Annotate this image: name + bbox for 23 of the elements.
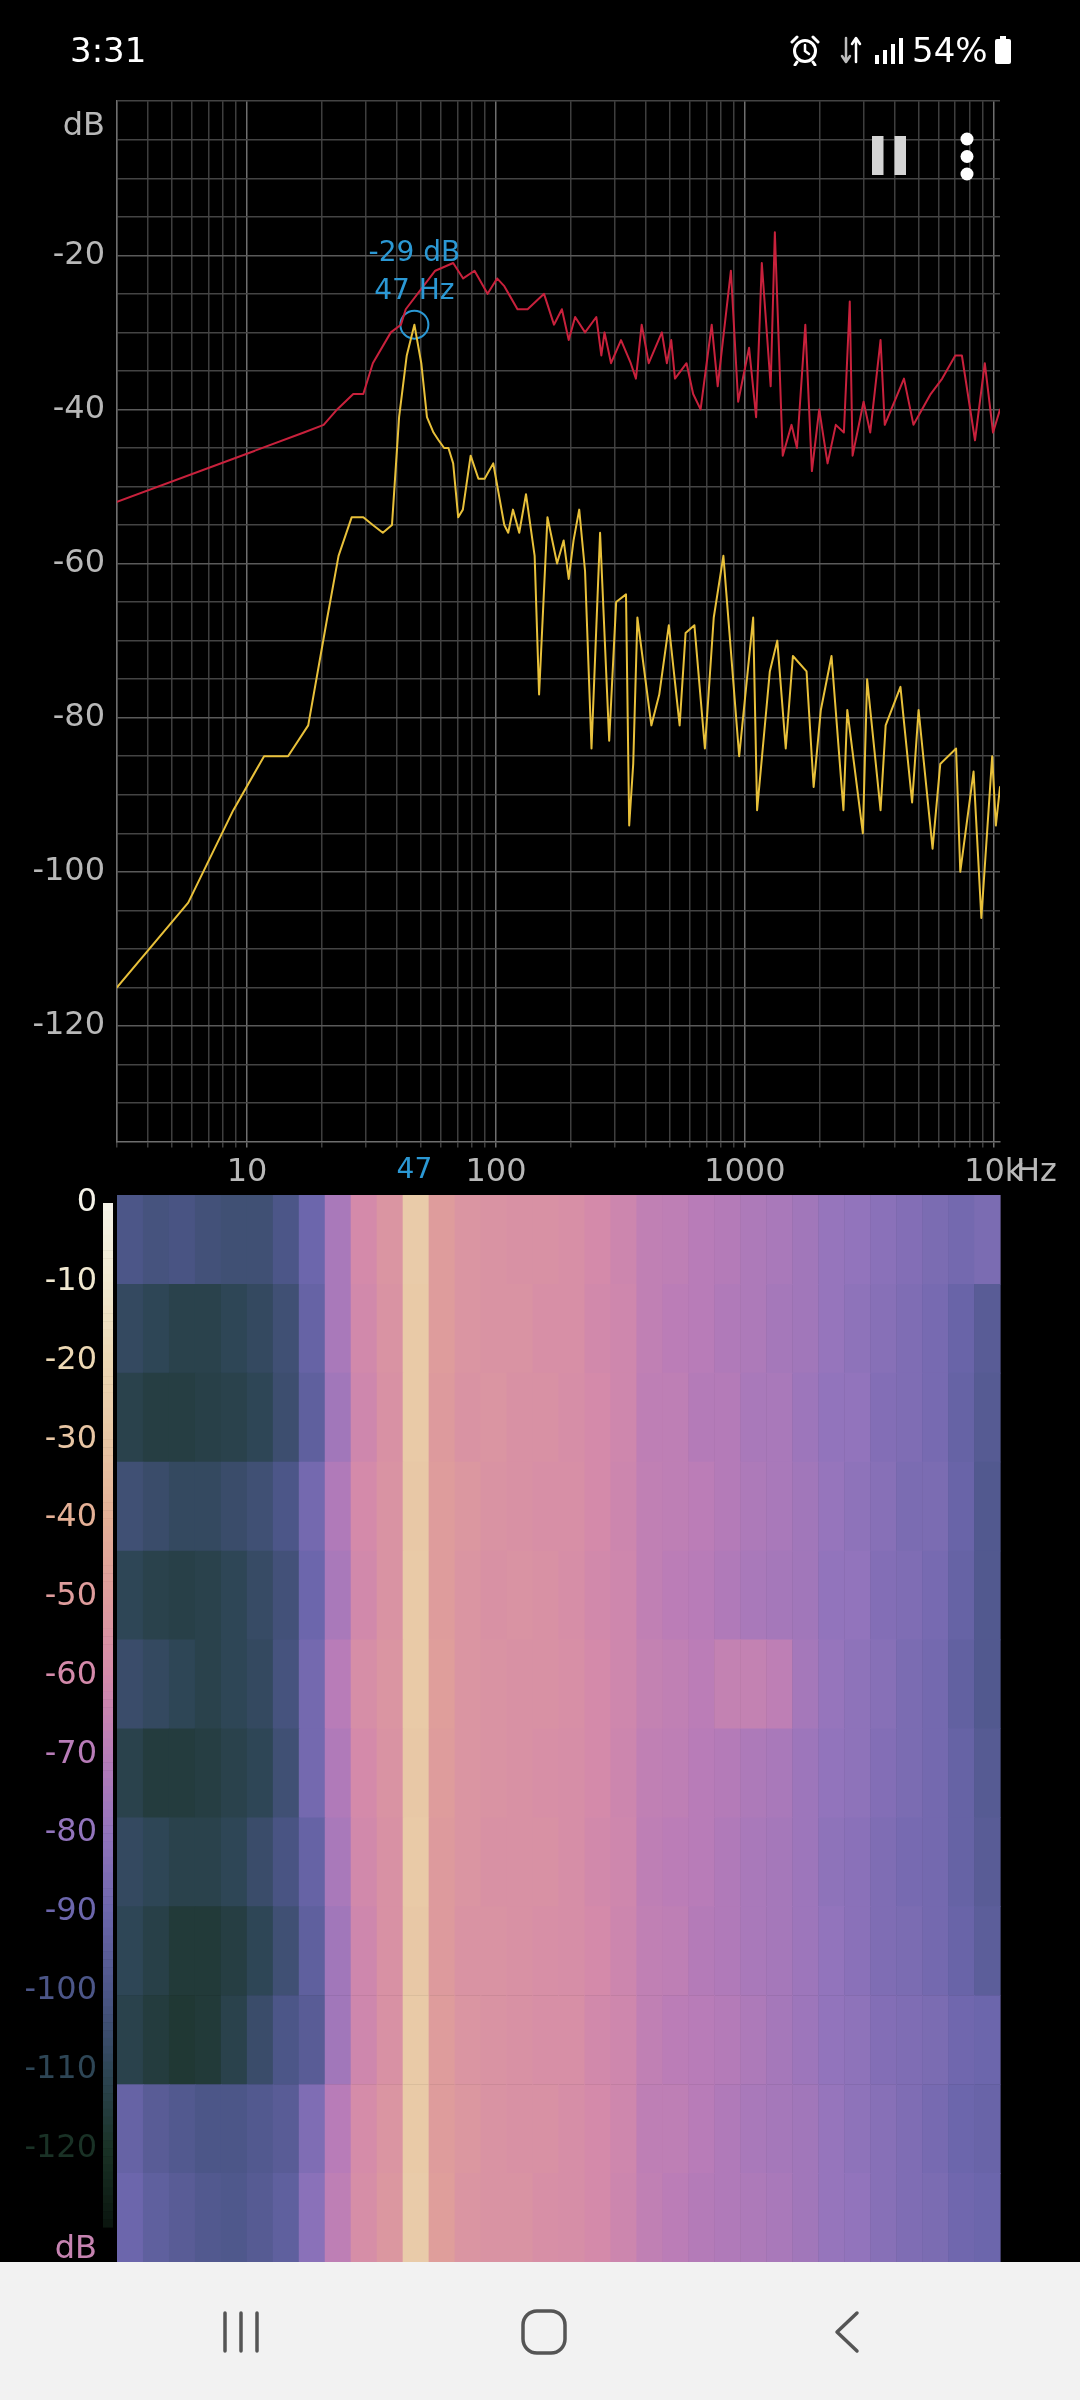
- color-bar-label: -50: [44, 1575, 97, 1614]
- annotation: -29 dB: [368, 234, 461, 268]
- y-axis-title: dB: [62, 104, 105, 143]
- color-bar-label: 0: [76, 1181, 97, 1220]
- color-bar-label: -110: [24, 2047, 97, 2086]
- x-tick-label: 1000: [704, 1151, 786, 1190]
- color-bar-label: -30: [44, 1417, 97, 1456]
- y-tick-label: -80: [52, 695, 105, 734]
- x-tick-label: 100: [465, 1151, 527, 1190]
- y-tick-label: -20: [52, 233, 105, 272]
- y-tick-label: -40: [52, 387, 105, 426]
- x-tick-label: 10: [226, 1151, 268, 1190]
- text: 54%: [912, 30, 988, 70]
- color-bar-label: -70: [44, 1732, 97, 1771]
- color-bar-label: -10: [44, 1260, 97, 1299]
- y-tick-label: -60: [52, 541, 105, 580]
- y-tick-label: -100: [32, 850, 105, 889]
- x-tick-label: 47: [396, 1151, 433, 1185]
- color-bar-label: -90: [44, 1890, 97, 1929]
- color-bar-title: dB: [54, 2228, 97, 2267]
- y-tick-label: -120: [32, 1004, 105, 1043]
- annotation: 47 Hz: [374, 272, 455, 306]
- text: 3:31: [70, 30, 147, 70]
